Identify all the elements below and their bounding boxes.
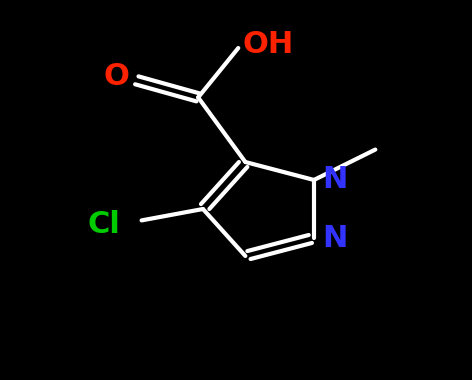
Text: N: N	[322, 165, 348, 194]
Text: O: O	[104, 62, 130, 91]
Text: N: N	[322, 224, 348, 253]
Text: OH: OH	[243, 30, 294, 59]
Text: Cl: Cl	[87, 210, 120, 239]
